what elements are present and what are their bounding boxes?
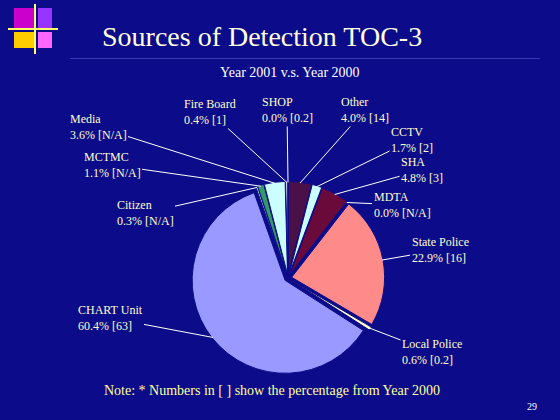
svg-text:State Police22.9% [16]: State Police22.9% [16] <box>412 235 469 265</box>
svg-text:Fire Board0.4% [1]: Fire Board0.4% [1] <box>184 97 236 127</box>
svg-text:Local Police0.6% [0.2]: Local Police0.6% [0.2] <box>402 337 462 367</box>
svg-text:SHA4.8% [3]: SHA4.8% [3] <box>401 155 443 185</box>
svg-text:29: 29 <box>527 401 537 412</box>
svg-text:CHART Unit60.4% [63]: CHART Unit60.4% [63] <box>78 303 143 333</box>
svg-text:SHOP0.0% [0.2]: SHOP0.0% [0.2] <box>262 95 313 125</box>
svg-text:Sources of Detection TOC-3: Sources of Detection TOC-3 <box>102 21 422 52</box>
svg-text:MDTA0.0% [N/A]: MDTA0.0% [N/A] <box>374 190 431 220</box>
svg-text:MCTMC1.1% [N/A]: MCTMC1.1% [N/A] <box>84 150 141 180</box>
svg-text:Note: * Numbers in [ ] show th: Note: * Numbers in [ ] show the percenta… <box>104 383 440 398</box>
svg-text:Other4.0% [14]: Other4.0% [14] <box>341 95 389 125</box>
svg-text:Media3.6% [N/A]: Media3.6% [N/A] <box>70 112 127 142</box>
svg-text:Year 2001 v.s. Year 2000: Year 2001 v.s. Year 2000 <box>220 65 360 80</box>
svg-text:CCTV1.7% [2]: CCTV1.7% [2] <box>391 125 433 155</box>
svg-text:Citizen0.3% [N/A]: Citizen0.3% [N/A] <box>117 198 174 228</box>
